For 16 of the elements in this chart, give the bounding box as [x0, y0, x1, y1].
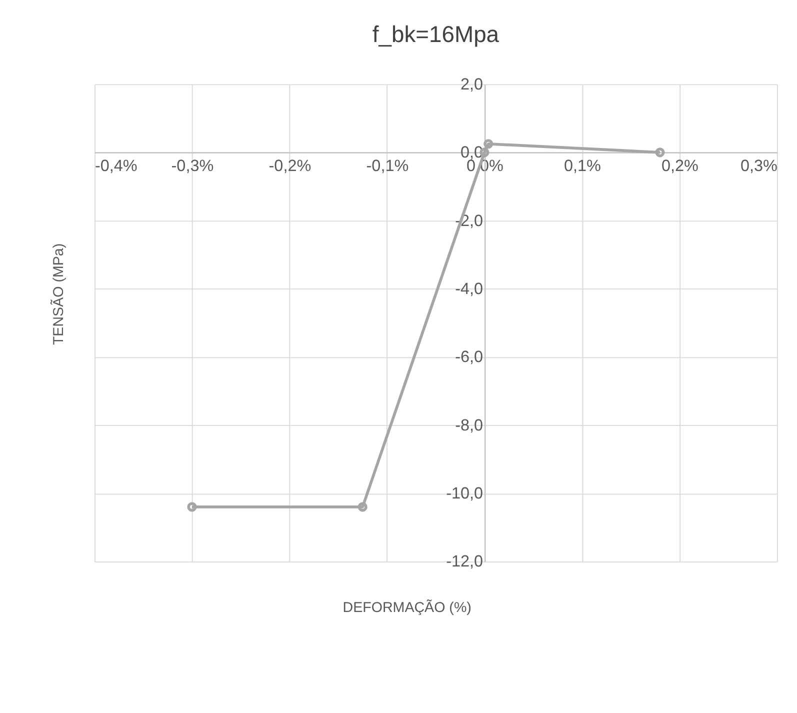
y-tick-label: -6,0	[455, 348, 484, 366]
x-tick-label: -0,3%	[171, 157, 214, 176]
y-tick-label: -8,0	[455, 416, 484, 434]
chart-title: f_bk=16Mpa	[372, 21, 500, 48]
x-tick-label: 0,2%	[661, 157, 698, 176]
y-tick-label: -4,0	[455, 280, 484, 298]
x-tick-label: -0,4%	[94, 157, 138, 176]
x-tick-label: 0,1%	[564, 157, 601, 176]
y-tick-label: -10,0	[446, 484, 484, 503]
x-tick-label: -0,2%	[268, 157, 312, 176]
x-axis-title: DEFORMAÇÃO (%)	[342, 599, 472, 616]
y-tick-label: 2,0	[460, 75, 484, 94]
x-tick-label: 0,3%	[740, 157, 778, 176]
x-tick-label: -0,1%	[366, 157, 409, 176]
y-axis-title: TENSÃO (MPa)	[50, 243, 67, 346]
y-tick-label: -12,0	[446, 552, 484, 571]
